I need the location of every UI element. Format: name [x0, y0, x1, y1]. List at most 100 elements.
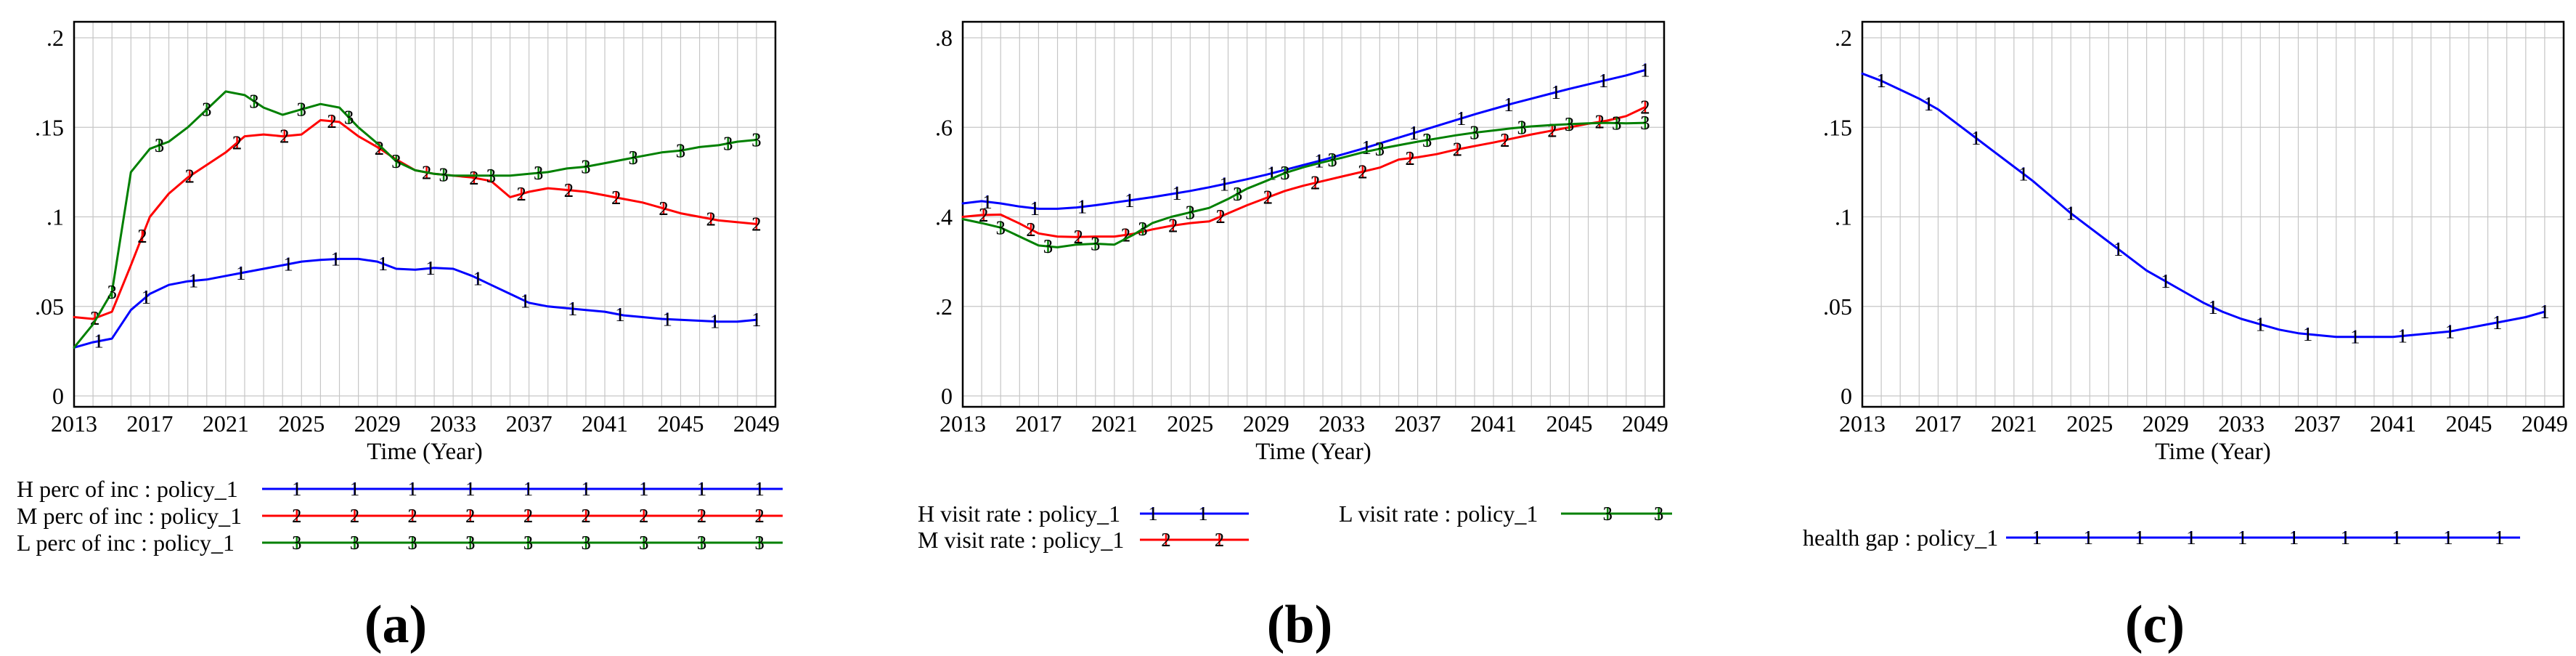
legend-label: M perc of inc : policy_1: [17, 503, 242, 529]
series-marker-digit: 2: [137, 225, 147, 247]
y-tick-label: 0: [1841, 383, 1852, 409]
series-marker-digit: 3: [350, 532, 360, 554]
x-tick-label: 2049: [1622, 410, 1668, 437]
series-marker-digit: 1: [2493, 312, 2503, 333]
series-line: [73, 257, 758, 349]
x-tick-label: 2045: [1546, 410, 1592, 437]
series-marker-digit: 1: [331, 248, 341, 270]
legend-item: health gap : policy_1 1 1 1 1 1 1 1 1 1 1: [1803, 525, 2520, 551]
series-marker-digit: 1: [2495, 527, 2505, 548]
series-marker-digit: 3: [1233, 183, 1243, 205]
series-marker-digit: 1: [1876, 70, 1886, 92]
series-marker-digit: 3: [1091, 232, 1101, 254]
series-marker-digit: 1: [1971, 127, 1981, 149]
series-marker-digit: 1: [378, 253, 388, 275]
series-marker-digit: 3: [155, 134, 165, 156]
panel-b: 0 .2 .4 .6 .8 2013 2017 2021 2025 2029 2033 2037 204…: [889, 0, 1788, 656]
series-marker-digit: 2: [1161, 529, 1171, 551]
series-marker-digit: 2: [1263, 187, 1273, 208]
y-tick-label: .15: [35, 114, 64, 140]
series-marker-digit: 1: [1077, 196, 1088, 218]
series-marker-digit: 2: [1311, 172, 1321, 194]
series-marker-digit: 2: [185, 166, 195, 187]
series-marker-digit: 2: [659, 198, 669, 219]
y-tick-label: .2: [1835, 25, 1852, 51]
series-marker-digit: 1: [236, 262, 246, 284]
grid: [1862, 22, 2564, 407]
series-marker-digit: 2: [232, 131, 242, 153]
series-marker-digit: 1: [2443, 527, 2453, 548]
series-marker-digit: 1: [2032, 527, 2042, 548]
series-marker-digit: 3: [407, 532, 417, 554]
x-tick-label: 2033: [2218, 410, 2265, 437]
series-marker-digit: 2: [465, 505, 476, 527]
y-tick-label: .05: [35, 293, 64, 320]
legend-label: health gap : policy_1: [1803, 525, 1998, 551]
chart-a-perc-of-inc: 0 .05 .1 .15 .2 2013 2017 2021 2025 2029 2033 2037 2…: [17, 20, 783, 655]
series-marker-digit: 2: [1640, 97, 1650, 118]
x-axis-title: Time (Year): [2155, 439, 2271, 465]
series-marker-digit: 1: [1148, 503, 1158, 525]
series-marker-digit: 2: [564, 179, 574, 201]
series-marker-digit: 2: [611, 187, 621, 208]
x-tick-label: 2025: [2066, 410, 2113, 437]
series-line: [73, 90, 758, 349]
y-tick-label: .1: [46, 204, 64, 230]
series-marker-digit: 1: [2114, 238, 2124, 260]
series-marker-digit: 2: [350, 505, 360, 527]
series-line: [961, 68, 1647, 210]
series-marker-digit: 2: [1215, 206, 1226, 227]
series-marker-digit: 2: [327, 110, 337, 132]
y-tick-label: .2: [935, 293, 953, 320]
series-marker-digit: 1: [1924, 93, 1934, 115]
series-marker-digit: 1: [2238, 527, 2248, 548]
series-marker-digit: 3: [754, 532, 765, 554]
series-marker-digit: 1: [2208, 296, 2218, 318]
x-axis-title: Time (Year): [367, 439, 483, 465]
series-marker-digit: 2: [1547, 120, 1557, 142]
y-tick-label: .6: [935, 114, 953, 140]
series-marker-digit: 3: [1422, 129, 1432, 151]
series-marker-digit: 3: [523, 532, 534, 554]
series-marker-digit: 3: [1470, 122, 1480, 144]
series-marker-digit: 3: [486, 165, 497, 187]
legend-label: M visit rate : policy_1: [918, 527, 1124, 553]
series-marker-digit: 1: [521, 290, 531, 312]
series-marker-digit: 1: [350, 478, 360, 500]
series-marker-digit: 1: [710, 310, 720, 332]
series-marker-digit: 1: [283, 254, 293, 275]
series-marker-digit: 1: [2135, 527, 2145, 548]
series-marker-digit: 1: [1640, 59, 1650, 81]
series-marker-digit: 1: [1220, 173, 1230, 195]
x-tick-label: 2013: [51, 410, 97, 437]
legend-label: H perc of inc : policy_1: [17, 476, 238, 502]
series-marker-digit: 3: [1654, 503, 1664, 525]
series-marker-digit: 2: [516, 183, 526, 205]
series-marker-digit: 2: [1121, 224, 1131, 246]
series-marker-digit: 2: [1500, 129, 1510, 151]
panel-caption: (c): [2125, 595, 2185, 655]
x-tick-label: 2037: [1395, 410, 1441, 437]
legend-label: L perc of inc : policy_1: [17, 530, 235, 556]
legend-item: L visit rate : policy_1 3 3: [1339, 501, 1672, 527]
series-marker-digit: 1: [2084, 527, 2094, 548]
series-marker-digit: 3: [292, 532, 302, 554]
panel-c: 0 .05 .1 .15 .2 2013 2017 2021 2025 2029 2033 2037 2…: [1788, 0, 2576, 656]
series-marker-digit: 1: [581, 478, 591, 500]
series-marker-digit: 3: [1280, 162, 1290, 184]
series-marker-digit: 1: [1030, 198, 1040, 219]
series-marker-digit: 1: [2256, 313, 2266, 335]
series-marker-digit: 1: [2350, 326, 2360, 348]
x-tick-label: 2041: [2370, 410, 2416, 437]
series-marker-digit: 3: [202, 99, 212, 121]
series-marker-digit: 1: [523, 478, 534, 500]
x-tick-label: 2029: [354, 410, 401, 437]
legend-item: H perc of inc : policy_1 1 1 1 1 1 1 1 1 1: [17, 476, 783, 502]
series-marker-digit: 2: [1168, 214, 1178, 236]
plot-frame: [1861, 20, 2565, 408]
series-marker-digit: 1: [292, 478, 302, 500]
x-tick-label: 2049: [733, 410, 780, 437]
series-marker-digit: 3: [581, 532, 591, 554]
series-marker-digit: 2: [639, 505, 649, 527]
